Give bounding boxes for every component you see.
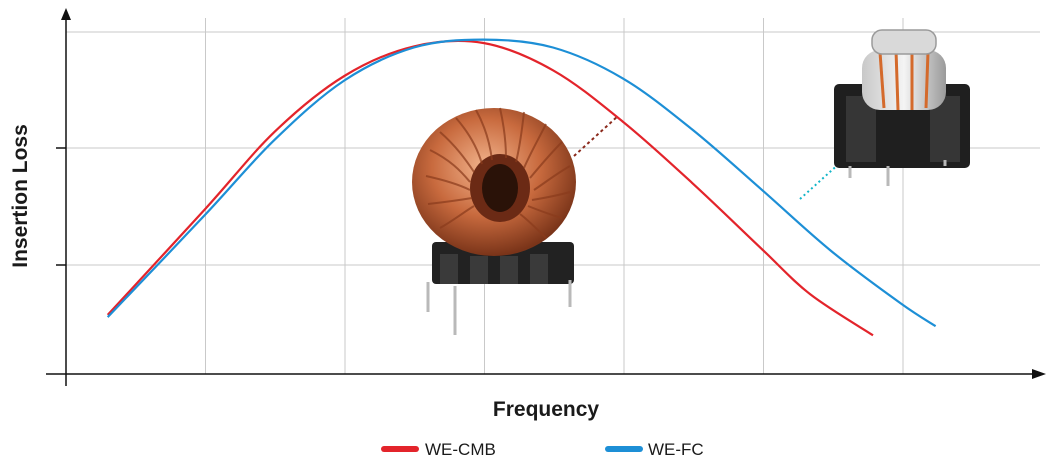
x-axis-title: Frequency — [493, 398, 600, 421]
series-line-we-cmb — [106, 39, 874, 337]
legend-label-we-cmb: WE-CMB — [425, 440, 496, 459]
fc-annotation-leader — [799, 151, 853, 200]
fc-coil — [862, 50, 946, 110]
legend: WE-CMB WE-FC — [381, 440, 704, 459]
y-axis-title: Insertion Loss — [9, 124, 32, 268]
legend-item-we-fc: WE-FC — [605, 440, 704, 459]
cmb-annotation-leader — [573, 115, 619, 157]
legend-label-we-fc: WE-FC — [648, 440, 704, 459]
series-line-we-fc — [106, 38, 937, 328]
toroidal-choke-icon — [412, 107, 619, 335]
filter-choke-icon — [799, 29, 970, 200]
series-lines — [106, 38, 937, 337]
y-axis-arrow — [61, 8, 71, 20]
x-axis-arrow — [1032, 369, 1046, 379]
axes — [46, 8, 1046, 386]
legend-item-we-cmb: WE-CMB — [381, 440, 496, 459]
